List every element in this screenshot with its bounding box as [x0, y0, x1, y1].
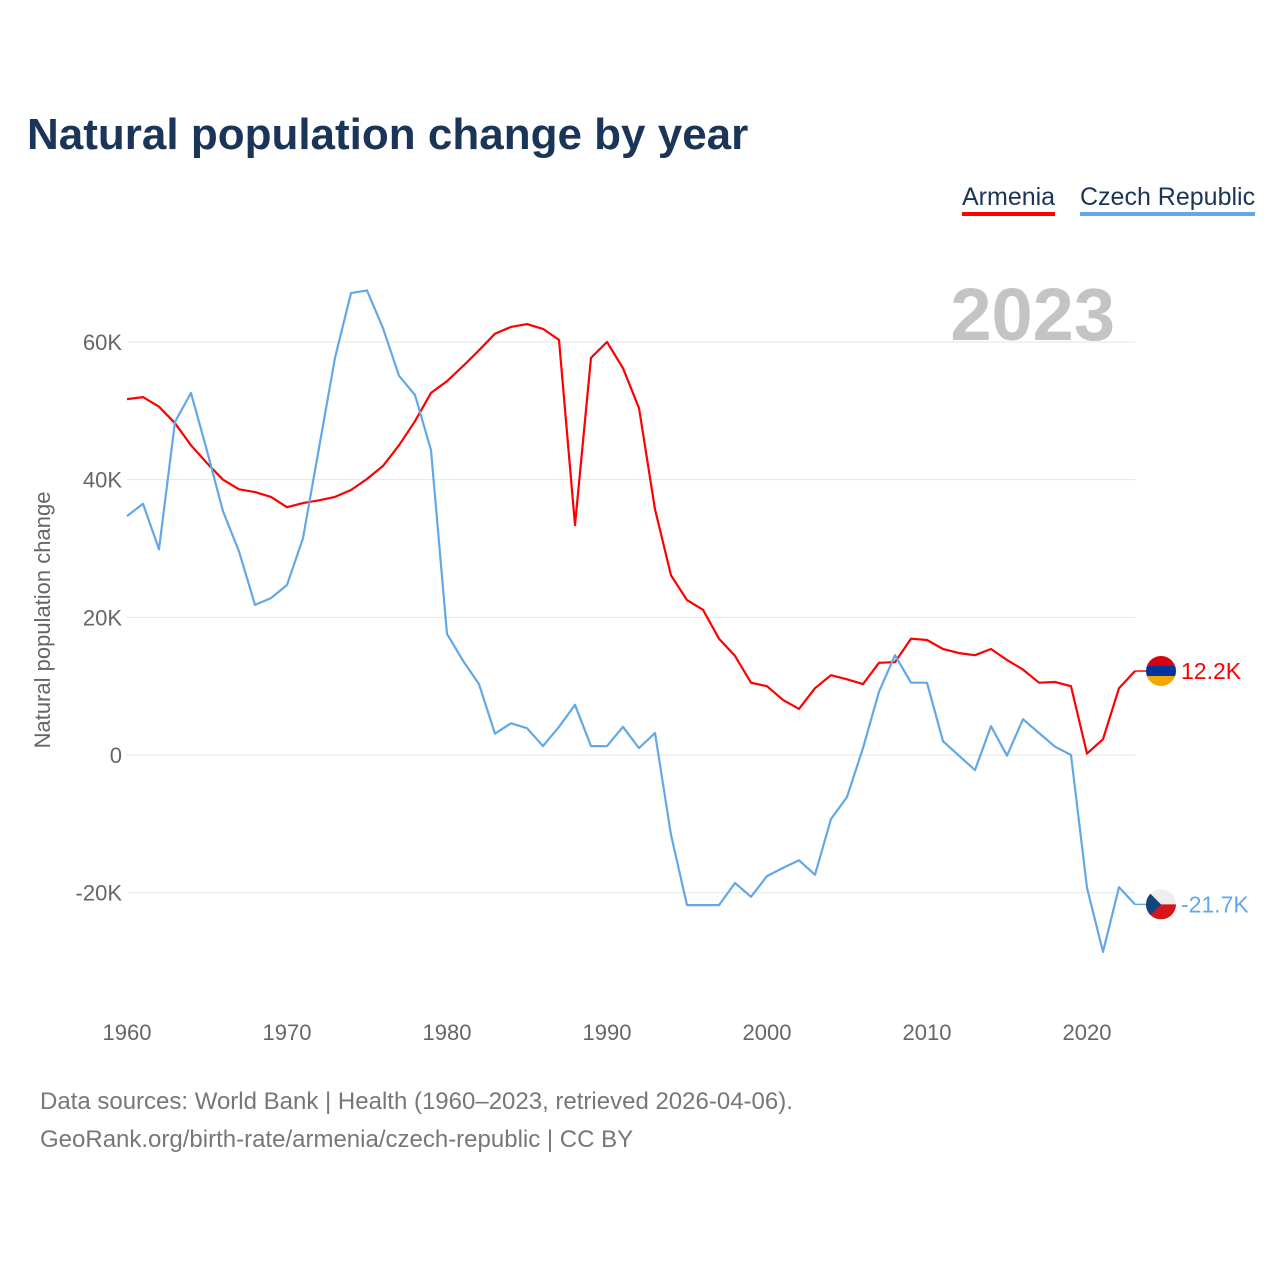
x-tick-label: 1980 [423, 1020, 472, 1045]
x-tick-label: 1990 [583, 1020, 632, 1045]
y-tick-label: 40K [83, 468, 122, 493]
x-tick-label: 1960 [103, 1020, 152, 1045]
x-tick-label: 1970 [263, 1020, 312, 1045]
chart-title: Natural population change by year [27, 110, 749, 159]
y-tick-label: 60K [83, 330, 122, 355]
end-value-label: -21.7K [1181, 891, 1249, 917]
series-line-czech-republic [126, 289, 1136, 954]
y-axis-label: Natural population change [30, 492, 55, 749]
legend-armenia[interactable]: Armenia [962, 183, 1056, 216]
x-tick-label: 2000 [743, 1020, 792, 1045]
y-tick-label: -20K [76, 881, 123, 906]
end-value-label: 12.2K [1181, 658, 1242, 684]
series-line-armenia [126, 323, 1136, 755]
y-tick-label: 20K [83, 605, 122, 630]
x-tick-label: 2010 [903, 1020, 952, 1045]
legend-czech-republic[interactable]: Czech Republic [1080, 183, 1256, 216]
year-watermark: 2023 [950, 273, 1115, 356]
x-tick-label: 2020 [1063, 1020, 1112, 1045]
armenia-flag-icon [1146, 656, 1176, 687]
footer-attribution: GeoRank.org/birth-rate/armenia/czech-rep… [40, 1126, 634, 1153]
y-tick-label: 0 [110, 743, 122, 768]
footer-sources: Data sources: World Bank | Health (1960–… [40, 1088, 793, 1115]
czech-republic-flag-icon [1146, 889, 1176, 920]
